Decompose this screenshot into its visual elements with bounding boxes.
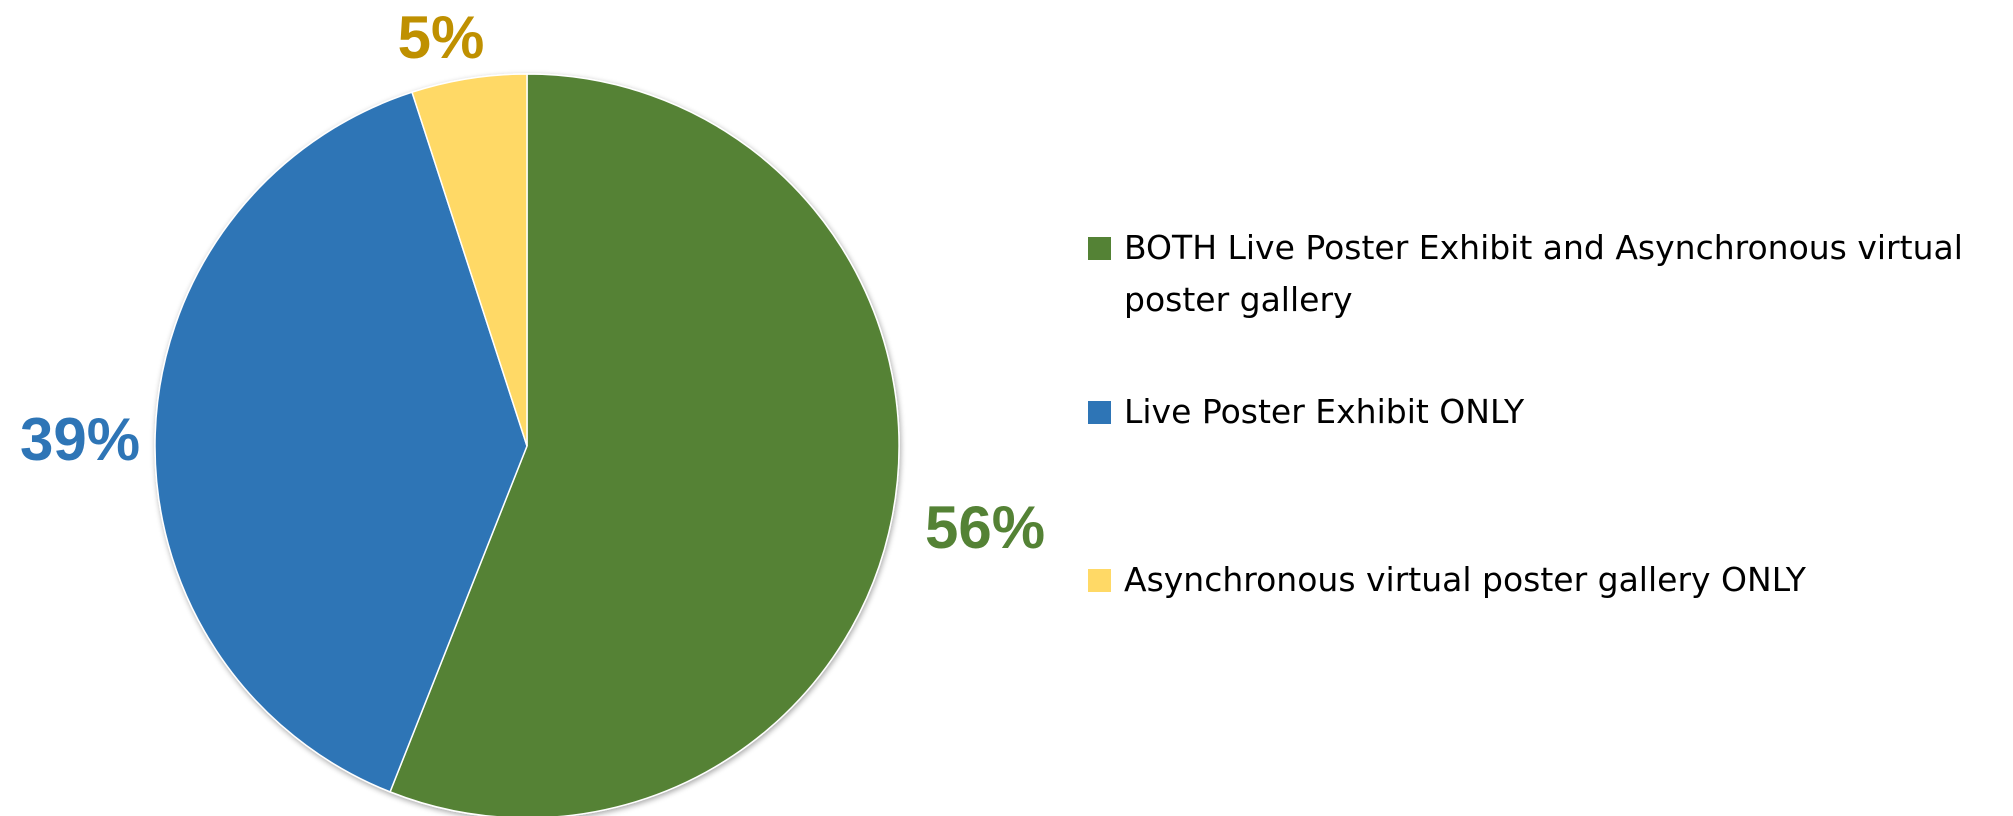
legend-item-async-only: Asynchronous virtual poster gallery ONLY (1088, 554, 2008, 606)
data-label-live-only: 39% (20, 406, 140, 473)
pie-slice-async-only (411, 73, 528, 447)
legend-swatch-both (1088, 237, 1111, 260)
legend-label-live-only: Live Poster Exhibit ONLY (1124, 392, 1525, 431)
legend-swatch-live-only (1088, 401, 1111, 424)
legend-item-both: BOTH Live Poster Exhibit and Asynchronou… (1088, 222, 2008, 326)
data-label-async-only: 5% (398, 4, 485, 71)
legend-swatch-async-only (1088, 569, 1111, 592)
pie-slice-both (389, 73, 900, 816)
legend-label-both: BOTH Live Poster Exhibit and Asynchronou… (1124, 228, 1963, 319)
pie-data-labels: 56% 39% 5% (20, 4, 1045, 561)
pie-slice-live-only (154, 91, 528, 793)
data-label-both: 56% (925, 494, 1045, 561)
legend: BOTH Live Poster Exhibit and Asynchronou… (1088, 222, 2008, 606)
pie-slices (154, 73, 900, 816)
pie-chart-svg: 56% 39% 5% (20, 4, 1045, 816)
legend-label-async-only: Asynchronous virtual poster gallery ONLY (1124, 560, 1806, 599)
legend-item-live-only: Live Poster Exhibit ONLY (1088, 386, 2008, 438)
